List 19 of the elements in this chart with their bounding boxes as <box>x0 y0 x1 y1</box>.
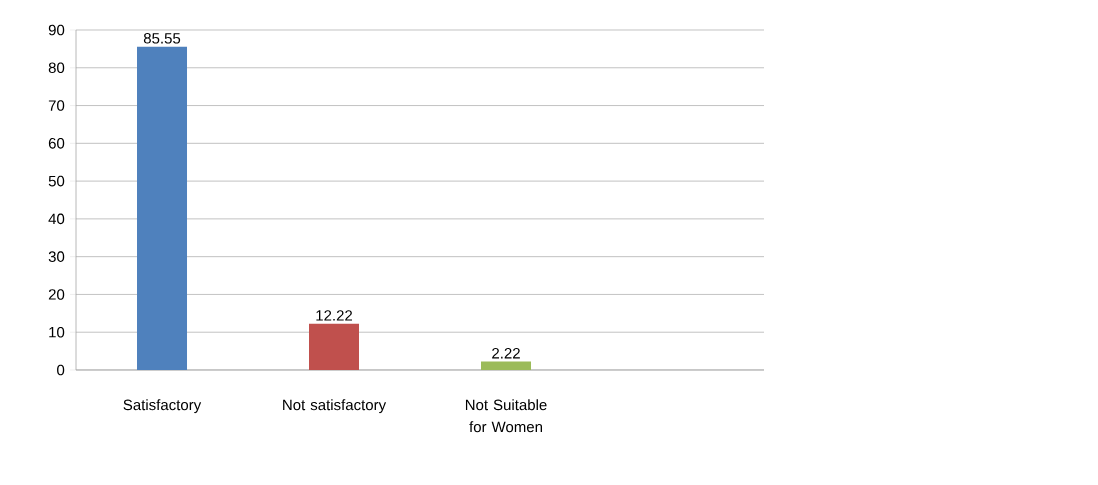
bar <box>309 323 360 370</box>
data-label: 2.22 <box>492 347 520 359</box>
x-tick-label: Not satisfactory <box>283 399 387 414</box>
x-tick-label: Satisfactory <box>123 399 202 414</box>
y-tick-label: 50 <box>48 175 65 187</box>
y-tick-label: 70 <box>48 100 65 111</box>
y-tick-label: 60 <box>48 138 65 149</box>
x-tick-label: Not Suitable for Women <box>465 399 547 433</box>
bar <box>137 46 188 370</box>
y-tick-label: 80 <box>48 62 65 74</box>
bar <box>481 361 532 370</box>
y-tick-label: 40 <box>48 213 65 225</box>
y-tick-label: 30 <box>48 251 65 262</box>
data-label: 12.22 <box>316 310 353 321</box>
y-tick-label: 20 <box>48 289 65 300</box>
y-tick-label: 0 <box>57 364 65 376</box>
y-tick-label: 90 <box>48 24 65 36</box>
y-tick-label: 10 <box>49 326 65 338</box>
data-label: 85.55 <box>143 32 181 44</box>
